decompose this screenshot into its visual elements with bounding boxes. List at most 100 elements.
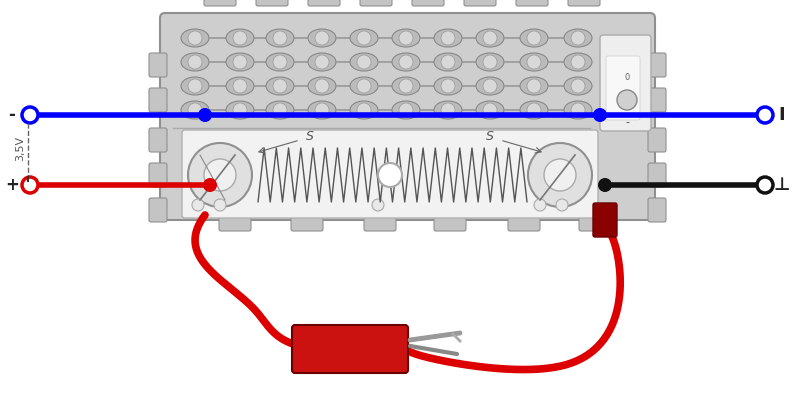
Circle shape	[571, 55, 585, 69]
Circle shape	[571, 31, 585, 45]
Circle shape	[483, 79, 497, 93]
Ellipse shape	[476, 77, 504, 95]
Circle shape	[233, 55, 247, 69]
Text: ⊥: ⊥	[773, 176, 790, 194]
FancyBboxPatch shape	[516, 0, 548, 6]
Ellipse shape	[266, 101, 294, 119]
Ellipse shape	[181, 53, 209, 71]
Circle shape	[315, 55, 329, 69]
Circle shape	[233, 79, 247, 93]
Circle shape	[527, 103, 541, 117]
Circle shape	[357, 55, 371, 69]
Ellipse shape	[520, 29, 548, 47]
FancyBboxPatch shape	[508, 213, 540, 231]
Ellipse shape	[564, 101, 592, 119]
FancyBboxPatch shape	[160, 13, 655, 220]
Circle shape	[357, 31, 371, 45]
Circle shape	[203, 178, 217, 192]
Circle shape	[598, 178, 612, 192]
FancyBboxPatch shape	[291, 213, 323, 231]
Circle shape	[399, 79, 413, 93]
Circle shape	[188, 55, 202, 69]
Ellipse shape	[350, 101, 378, 119]
Circle shape	[757, 177, 773, 193]
Circle shape	[188, 143, 252, 207]
Ellipse shape	[181, 101, 209, 119]
Circle shape	[441, 79, 455, 93]
Text: 3,5V: 3,5V	[15, 136, 25, 161]
Ellipse shape	[476, 101, 504, 119]
Circle shape	[273, 55, 287, 69]
Circle shape	[617, 90, 637, 110]
FancyBboxPatch shape	[648, 163, 666, 187]
Circle shape	[571, 79, 585, 93]
Text: S: S	[486, 130, 494, 143]
Circle shape	[527, 31, 541, 45]
Circle shape	[233, 31, 247, 45]
Ellipse shape	[266, 77, 294, 95]
FancyBboxPatch shape	[648, 88, 666, 112]
Circle shape	[528, 143, 592, 207]
Circle shape	[233, 103, 247, 117]
Ellipse shape	[350, 77, 378, 95]
Ellipse shape	[392, 101, 420, 119]
FancyBboxPatch shape	[308, 0, 340, 6]
Circle shape	[556, 199, 568, 211]
Circle shape	[527, 79, 541, 93]
Ellipse shape	[266, 53, 294, 71]
FancyBboxPatch shape	[593, 203, 617, 237]
Ellipse shape	[226, 53, 254, 71]
Ellipse shape	[350, 29, 378, 47]
Ellipse shape	[434, 101, 462, 119]
Ellipse shape	[308, 29, 336, 47]
Circle shape	[378, 163, 402, 187]
Circle shape	[593, 108, 607, 122]
Circle shape	[483, 55, 497, 69]
Circle shape	[273, 103, 287, 117]
Circle shape	[192, 199, 204, 211]
FancyBboxPatch shape	[149, 198, 167, 222]
FancyBboxPatch shape	[149, 163, 167, 187]
Circle shape	[527, 55, 541, 69]
FancyBboxPatch shape	[149, 53, 167, 77]
FancyBboxPatch shape	[360, 0, 392, 6]
Circle shape	[273, 31, 287, 45]
FancyBboxPatch shape	[579, 213, 611, 231]
Ellipse shape	[564, 53, 592, 71]
Ellipse shape	[520, 101, 548, 119]
Ellipse shape	[226, 29, 254, 47]
Ellipse shape	[308, 101, 336, 119]
Circle shape	[315, 31, 329, 45]
Ellipse shape	[226, 101, 254, 119]
FancyBboxPatch shape	[149, 128, 167, 152]
FancyBboxPatch shape	[292, 325, 408, 373]
FancyBboxPatch shape	[219, 213, 251, 231]
Circle shape	[441, 55, 455, 69]
Text: +: +	[5, 176, 19, 194]
Circle shape	[757, 107, 773, 123]
FancyBboxPatch shape	[648, 128, 666, 152]
Circle shape	[544, 159, 576, 191]
Ellipse shape	[434, 77, 462, 95]
Ellipse shape	[564, 77, 592, 95]
FancyBboxPatch shape	[434, 213, 466, 231]
Ellipse shape	[308, 53, 336, 71]
Ellipse shape	[181, 77, 209, 95]
Circle shape	[188, 31, 202, 45]
Ellipse shape	[392, 53, 420, 71]
Ellipse shape	[520, 53, 548, 71]
Circle shape	[357, 103, 371, 117]
FancyBboxPatch shape	[568, 0, 600, 6]
Circle shape	[22, 177, 38, 193]
Circle shape	[483, 31, 497, 45]
Ellipse shape	[226, 77, 254, 95]
Text: I: I	[779, 106, 785, 124]
FancyBboxPatch shape	[204, 0, 236, 6]
FancyBboxPatch shape	[464, 0, 496, 6]
Ellipse shape	[434, 53, 462, 71]
Circle shape	[441, 31, 455, 45]
Circle shape	[214, 199, 226, 211]
FancyBboxPatch shape	[648, 53, 666, 77]
Circle shape	[188, 103, 202, 117]
Circle shape	[273, 79, 287, 93]
